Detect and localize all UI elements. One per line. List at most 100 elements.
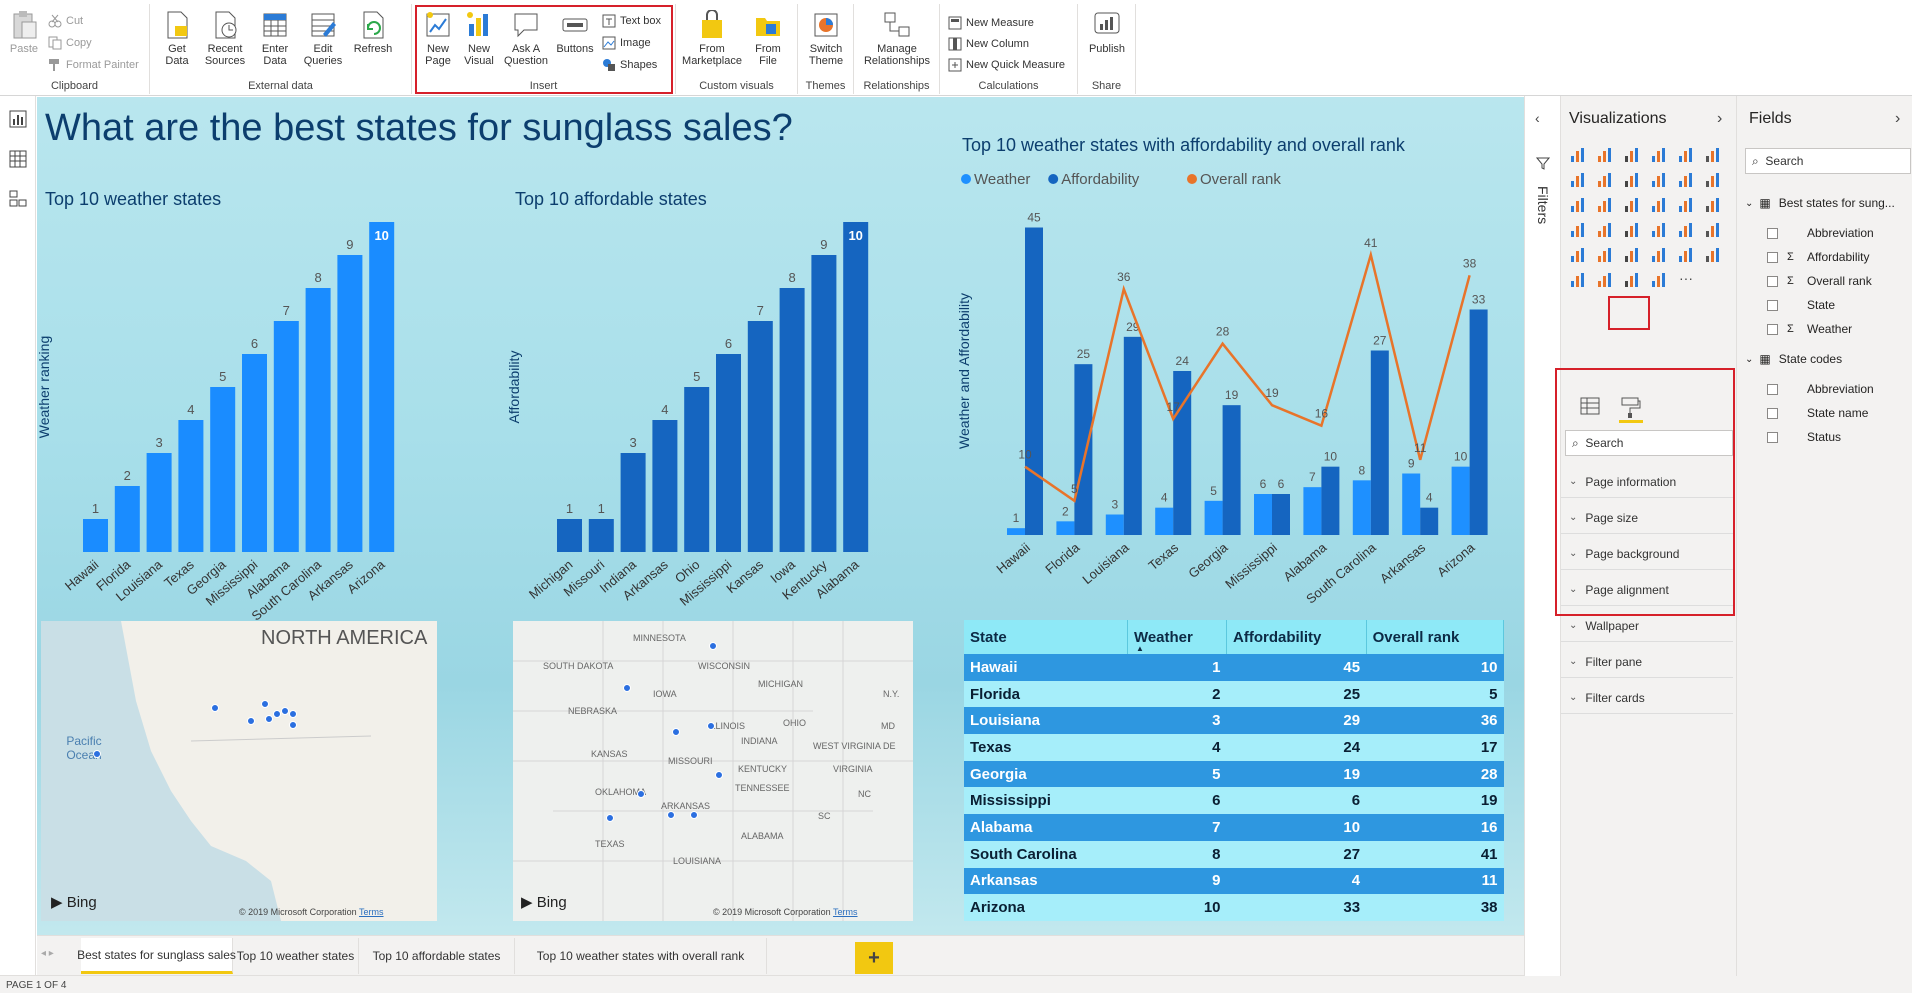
table-row[interactable]: Alabama 7 10 16 [964,814,1504,841]
column-header[interactable]: Weather ▲ [1127,620,1228,654]
ask-question-button[interactable]: Ask A Question [504,10,548,67]
filters-pane-collapsed[interactable]: ‹ Filters [1524,96,1560,976]
enter-data-button[interactable]: Enter Data [254,10,296,67]
field-item[interactable]: Abbreviation [1767,382,1874,396]
map1-terms-link[interactable]: Terms [359,907,384,917]
cut-button[interactable]: Cut [48,12,83,30]
edit-queries-button[interactable]: Edit Queries [300,10,346,67]
bar[interactable] [178,420,204,552]
sort-ascending-icon[interactable]: ▲ [1135,644,1144,653]
r-visual-icon[interactable] [1677,246,1695,264]
affordability-bar[interactable] [1222,405,1241,535]
bar[interactable] [716,354,741,552]
ribbon-chart-icon[interactable] [1704,171,1722,189]
combo-chart[interactable]: Weather Affordability Overall rank Weather … [955,163,1515,613]
field-checkbox[interactable] [1767,227,1778,239]
get-data-button[interactable]: Get Data [156,10,198,67]
new-column-button[interactable]: New Column [948,35,1029,53]
afford-chart[interactable]: Affordability1Michigan1Missouri3Indiana4… [506,217,917,617]
scatter-icon[interactable] [1623,196,1641,214]
tab-overall-rank[interactable]: Top 10 weather states with overall rank [515,938,767,974]
map2-terms-link[interactable]: Terms [833,907,858,917]
qa-icon[interactable] [1623,271,1641,289]
table-row[interactable]: Arizona 10 33 38 [964,894,1504,921]
bar[interactable] [811,255,837,552]
us-states-map[interactable]: MINNESOTA WISCONSIN SOUTH DAKOTA MICHIGAN IO… [513,621,913,921]
line-column-icon[interactable] [1650,171,1668,189]
table-row[interactable]: Florida 2 25 5 [964,680,1504,708]
100-column-icon[interactable] [1704,146,1722,164]
north-america-map[interactable]: NORTH AMERICA Pacific Ocean ▶ Bing © 201… [41,621,437,921]
manage-relationships-button[interactable]: Manage Relationships [858,10,936,67]
affordability-bar[interactable] [1123,336,1142,535]
tab-scroll-arrows[interactable]: ◂ ▸ [41,948,54,959]
stacked-area-icon[interactable] [1623,171,1641,189]
field-item[interactable]: Σ Overall rank [1767,274,1872,288]
field-item[interactable]: Abbreviation [1767,226,1874,240]
weather-bar[interactable] [1204,500,1223,535]
bar[interactable] [652,420,678,552]
card-icon[interactable] [1677,221,1695,239]
image-button[interactable]: Image [602,34,651,52]
bar[interactable] [843,222,869,552]
affordability-bar[interactable] [1469,309,1488,536]
table-row[interactable]: Louisiana 3 29 36 [964,707,1504,735]
weather-bar[interactable] [1007,528,1025,535]
model-view-icon[interactable] [9,190,27,208]
format-section[interactable]: ⌄ Page information [1561,466,1733,498]
field-table[interactable]: ⌄ ▦ State codes [1745,352,1842,366]
affordability-bar[interactable] [1025,227,1043,536]
switch-theme-button[interactable]: Switch Theme [802,10,850,67]
custom-visual-icon[interactable] [1650,271,1668,289]
bar[interactable] [242,354,267,552]
affordability-bar[interactable] [1321,466,1340,535]
weather-bar[interactable] [1303,487,1322,535]
new-page-button[interactable]: New Page [418,10,458,67]
waterfall-icon[interactable] [1569,196,1587,214]
100-bar-icon[interactable] [1677,146,1695,164]
table-row[interactable]: Arkansas 9 4 11 [964,867,1504,895]
tab-affordable-states[interactable]: Top 10 affordable states [359,938,515,974]
add-page-button[interactable]: + [855,942,893,974]
map-icon[interactable] [1569,221,1587,239]
weather-chart[interactable]: Weather ranking1Hawaii2Florida3Louisiana… [37,217,427,624]
kpi-icon[interactable] [1569,246,1587,264]
copy-button[interactable]: Copy [48,34,92,52]
bar[interactable] [588,519,614,552]
key-influencers-icon[interactable] [1569,271,1587,289]
format-section[interactable]: ⌄ Page alignment [1561,574,1733,606]
donut-icon[interactable] [1677,196,1695,214]
bar[interactable] [747,321,773,552]
funnel-icon[interactable] [1596,196,1614,214]
weather-bar[interactable] [1451,466,1470,535]
bar[interactable] [369,222,395,552]
multi-row-card-icon[interactable] [1704,221,1722,239]
states-table[interactable]: State Weather ▲ Affordability Overall rank H… [964,620,1505,921]
report-view-icon[interactable] [9,110,27,128]
new-measure-button[interactable]: New Measure [948,14,1034,32]
table-row[interactable]: Georgia 5 19 28 [964,760,1504,788]
weather-bar[interactable] [1254,494,1272,535]
filled-map-icon[interactable] [1596,221,1614,239]
refresh-button[interactable]: Refresh [350,10,396,55]
format-section[interactable]: ⌄ Page size [1561,502,1733,534]
bar[interactable] [114,486,140,552]
clustered-column-icon[interactable] [1650,146,1668,164]
publish-button[interactable]: Publish [1084,10,1130,55]
legend-label[interactable]: Overall rank [1200,171,1281,188]
pie-icon[interactable] [1650,196,1668,214]
weather-bar[interactable] [1155,507,1174,535]
field-checkbox[interactable] [1767,251,1778,263]
fields-search-input[interactable]: ⌕ Search [1745,148,1911,174]
paste-button[interactable]: Paste [6,10,42,55]
tab-best-states[interactable]: Best states for sunglass sales [77,938,236,974]
legend-label[interactable]: Affordability [1061,171,1140,188]
affordability-bar[interactable] [1074,364,1093,535]
from-marketplace-button[interactable]: From Marketplace [682,10,742,67]
python-visual-icon[interactable] [1704,246,1722,264]
collapse-left-icon[interactable]: ‹ [1535,110,1540,126]
table-row[interactable]: Hawaii 1 45 10 [964,654,1504,681]
weather-bar[interactable] [1056,521,1075,535]
format-painter-button[interactable]: Format Painter [48,56,139,74]
field-checkbox[interactable] [1767,323,1778,335]
